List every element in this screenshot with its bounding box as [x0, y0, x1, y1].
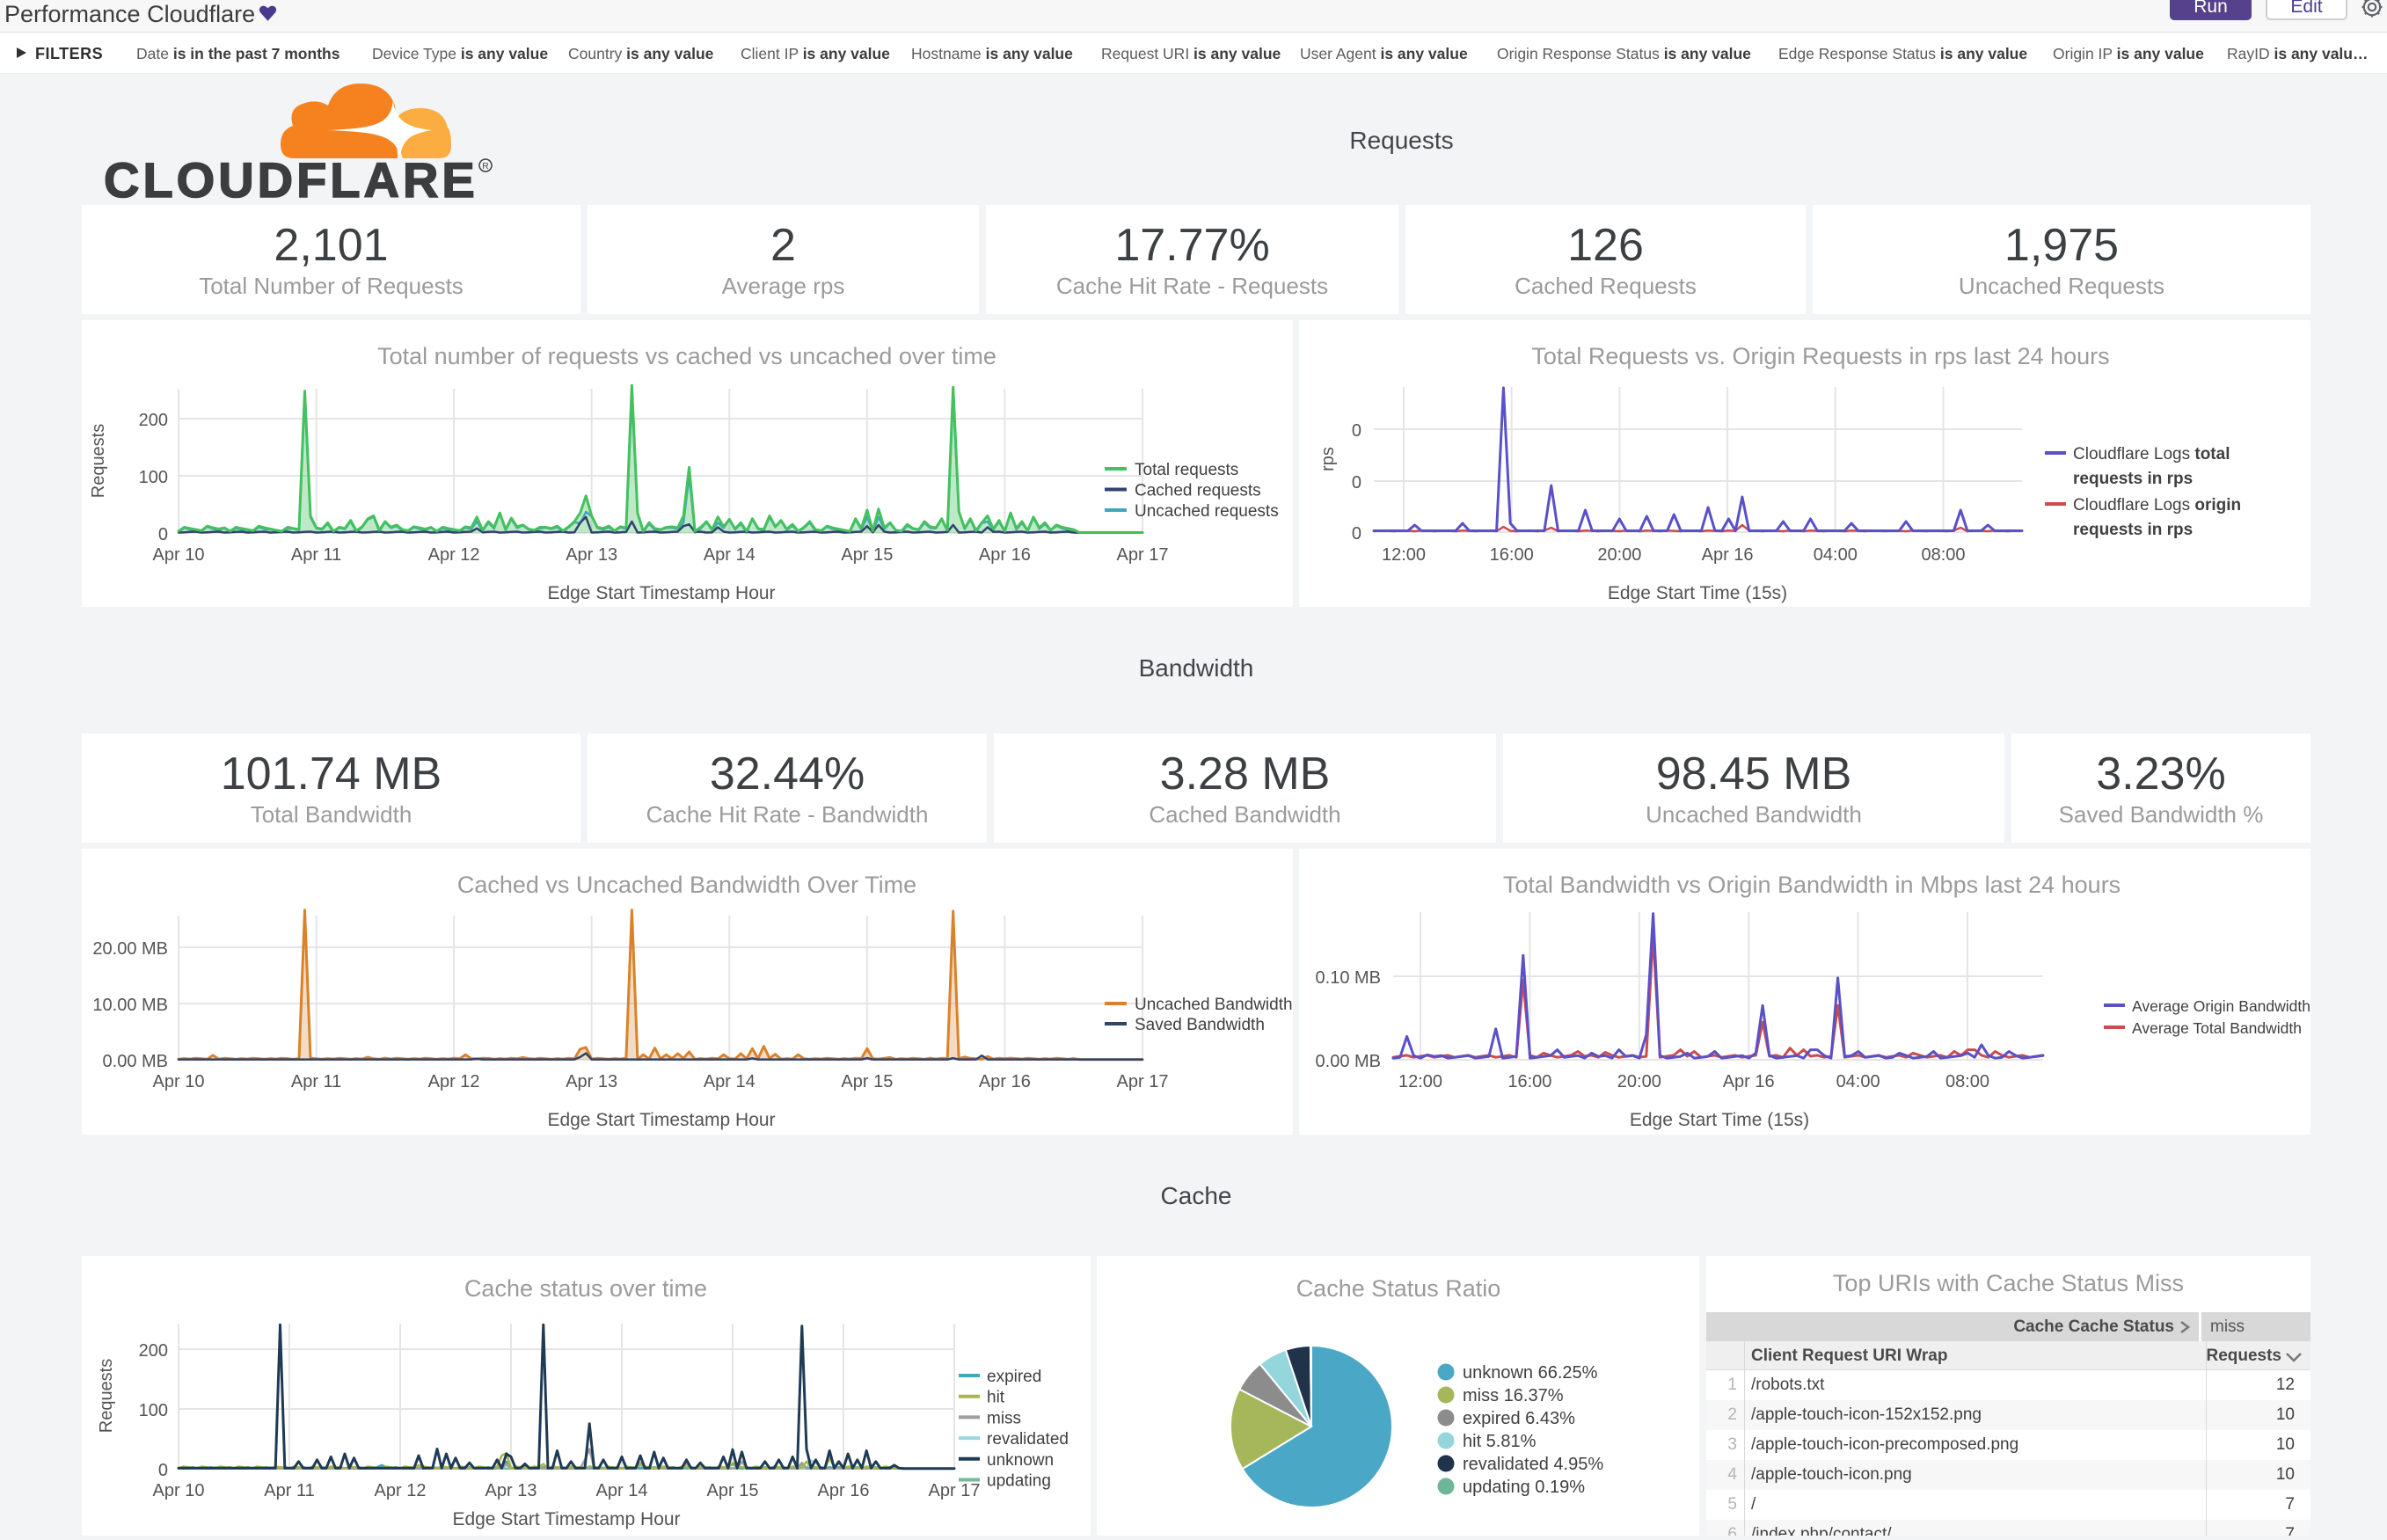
svg-text:Cloudflare Logs origin: Cloudflare Logs origin: [2073, 496, 2241, 515]
svg-text:Apr 14: Apr 14: [704, 545, 756, 565]
svg-text:Apr 10: Apr 10: [153, 545, 205, 565]
svg-text:hit: hit: [987, 1389, 1005, 1407]
svg-text:Uncached requests: Uncached requests: [1135, 502, 1279, 521]
svg-text:08:00: 08:00: [1921, 545, 1965, 565]
svg-text:10.00 MB: 10.00 MB: [92, 996, 168, 1015]
svg-text:04:00: 04:00: [1814, 545, 1858, 565]
svg-text:Edge Start Timestamp Hour: Edge Start Timestamp Hour: [452, 1509, 680, 1529]
svg-text:Apr 15: Apr 15: [841, 545, 893, 565]
svg-text:Saved Bandwidth: Saved Bandwidth: [1135, 1016, 1265, 1034]
svg-text:miss 16.37%: miss 16.37%: [1463, 1386, 1564, 1405]
svg-text:Apr 14: Apr 14: [596, 1481, 648, 1500]
svg-text:0: 0: [1352, 421, 1361, 441]
svg-text:CLOUDFLARE: CLOUDFLARE: [104, 152, 478, 208]
svg-text:Apr 10: Apr 10: [153, 1072, 205, 1091]
svg-text:expired: expired: [987, 1368, 1041, 1386]
svg-text:0.00 MB: 0.00 MB: [1316, 1052, 1381, 1071]
svg-text:16:00: 16:00: [1507, 1072, 1551, 1091]
svg-text:Apr 16: Apr 16: [1723, 1072, 1775, 1091]
svg-text:200: 200: [139, 1341, 168, 1361]
svg-text:Apr 16: Apr 16: [979, 1072, 1031, 1091]
svg-text:100: 100: [139, 468, 168, 487]
svg-text:Edge Start Timestamp Hour: Edge Start Timestamp Hour: [547, 1110, 775, 1130]
svg-text:200: 200: [139, 411, 168, 430]
svg-text:0.00 MB: 0.00 MB: [103, 1052, 168, 1071]
svg-text:revalidated: revalidated: [987, 1430, 1069, 1449]
svg-text:Apr 13: Apr 13: [566, 1072, 617, 1091]
svg-text:updating: updating: [987, 1472, 1051, 1491]
svg-text:rps: rps: [1318, 447, 1338, 471]
svg-text:12:00: 12:00: [1382, 545, 1426, 565]
svg-text:Uncached Bandwidth: Uncached Bandwidth: [1135, 996, 1293, 1014]
svg-text:Apr 11: Apr 11: [264, 1481, 314, 1500]
svg-text:Apr 16: Apr 16: [818, 1481, 870, 1500]
svg-text:Apr 13: Apr 13: [566, 545, 617, 565]
svg-text:20:00: 20:00: [1617, 1072, 1661, 1091]
svg-text:100: 100: [139, 1401, 168, 1420]
svg-text:Total Requests vs. Origin Requ: Total Requests vs. Origin Requests in rp…: [1531, 343, 2109, 369]
svg-text:Apr 11: Apr 11: [291, 1072, 341, 1091]
svg-text:Cache status over time: Cache status over time: [464, 1275, 707, 1302]
svg-text:Requests: Requests: [97, 1359, 116, 1434]
svg-text:Total number of requests vs ca: Total number of requests vs cached vs un…: [377, 343, 996, 369]
svg-text:Apr 15: Apr 15: [841, 1072, 893, 1091]
svg-text:Apr 12: Apr 12: [428, 545, 480, 565]
svg-text:Total requests: Total requests: [1135, 461, 1238, 479]
svg-text:0: 0: [1352, 473, 1361, 493]
svg-text:revalidated 4.95%: revalidated 4.95%: [1463, 1455, 1603, 1474]
svg-text:Edge Start Time (15s): Edge Start Time (15s): [1608, 583, 1787, 603]
svg-text:Cloudflare Logs total: Cloudflare Logs total: [2073, 445, 2230, 463]
svg-text:Apr 17: Apr 17: [1117, 1072, 1169, 1091]
svg-text:Cache Status Ratio: Cache Status Ratio: [1296, 1275, 1501, 1302]
svg-text:hit 5.81%: hit 5.81%: [1463, 1432, 1537, 1451]
svg-text:Apr 17: Apr 17: [1117, 545, 1169, 565]
svg-text:Apr 13: Apr 13: [485, 1481, 537, 1500]
svg-text:04:00: 04:00: [1836, 1072, 1880, 1091]
svg-text:expired 6.43%: expired 6.43%: [1463, 1409, 1575, 1428]
svg-text:Apr 16: Apr 16: [979, 545, 1031, 565]
svg-text:0: 0: [158, 1461, 168, 1480]
svg-text:unknown 66.25%: unknown 66.25%: [1463, 1363, 1598, 1383]
svg-text:08:00: 08:00: [1945, 1072, 1989, 1091]
svg-text:Cached requests: Cached requests: [1135, 482, 1261, 500]
svg-text:20:00: 20:00: [1597, 545, 1641, 565]
svg-text:R: R: [482, 162, 488, 172]
svg-text:Apr 10: Apr 10: [153, 1481, 205, 1500]
svg-text:requests in rps: requests in rps: [2073, 521, 2193, 539]
svg-text:requests in rps: requests in rps: [2073, 470, 2193, 488]
svg-text:Edge Start Timestamp Hour: Edge Start Timestamp Hour: [547, 583, 775, 603]
svg-text:updating 0.19%: updating 0.19%: [1463, 1478, 1585, 1497]
svg-text:20.00 MB: 20.00 MB: [92, 939, 168, 959]
svg-text:Apr 15: Apr 15: [707, 1481, 759, 1500]
svg-text:Apr 12: Apr 12: [428, 1072, 480, 1091]
svg-text:12:00: 12:00: [1398, 1072, 1442, 1091]
svg-text:Apr 16: Apr 16: [1702, 545, 1754, 565]
svg-text:Average Origin Bandwidth: Average Origin Bandwidth: [2132, 997, 2310, 1015]
svg-text:Apr 12: Apr 12: [375, 1481, 427, 1500]
svg-text:Apr 11: Apr 11: [291, 545, 341, 565]
svg-text:Apr 14: Apr 14: [704, 1072, 756, 1091]
svg-text:Requests: Requests: [89, 424, 108, 499]
svg-text:0: 0: [158, 525, 168, 544]
svg-text:miss: miss: [987, 1409, 1021, 1427]
svg-text:Apr 17: Apr 17: [929, 1481, 981, 1500]
svg-text:Total Bandwidth vs Origin Band: Total Bandwidth vs Origin Bandwidth in M…: [1503, 872, 2121, 898]
svg-text:0: 0: [1352, 524, 1361, 544]
svg-text:0.10 MB: 0.10 MB: [1316, 968, 1381, 988]
svg-text:Edge Start Time (15s): Edge Start Time (15s): [1630, 1110, 1809, 1130]
svg-text:Average Total Bandwidth: Average Total Bandwidth: [2132, 1019, 2302, 1037]
svg-text:16:00: 16:00: [1490, 545, 1534, 565]
svg-text:unknown: unknown: [987, 1451, 1054, 1470]
svg-text:Cached vs Uncached Bandwidth O: Cached vs Uncached Bandwidth Over Time: [457, 872, 916, 898]
